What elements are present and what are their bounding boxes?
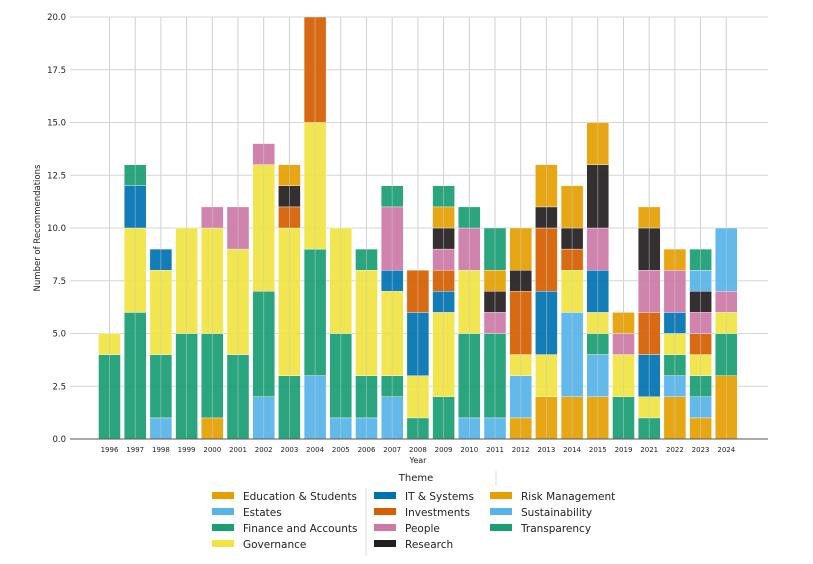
x-tick-label: 2002 — [255, 446, 273, 454]
y-tick-label: 7.5 — [52, 277, 66, 287]
legend-label: Sustainability — [521, 507, 592, 519]
x-tick-label: 2021 — [640, 446, 658, 454]
legend-swatch — [374, 492, 396, 499]
legend-label: Estates — [243, 507, 282, 519]
legend-swatch — [212, 508, 234, 515]
y-tick-label: 5.0 — [52, 330, 66, 340]
legend-swatch — [374, 540, 396, 547]
x-tick-label: 2014 — [563, 446, 581, 454]
x-tick-label: 2001 — [229, 446, 247, 454]
y-tick-label: 20.0 — [47, 13, 66, 23]
x-tick-label: 2008 — [409, 446, 427, 454]
legend-swatch — [490, 492, 512, 499]
x-tick-label: 2004 — [306, 446, 324, 454]
legend-label: Investments — [405, 507, 470, 519]
x-tick-label: 2005 — [332, 446, 350, 454]
x-tick-labels: 1996 1997 1998 1999 2000 2001 2002 2003 2004 2005… — [101, 446, 736, 454]
legend-label: Governance — [243, 539, 306, 551]
y-tick-label: 2.5 — [52, 382, 66, 392]
x-tick-label: 2022 — [666, 446, 684, 454]
x-tick-label: 2024 — [717, 446, 735, 454]
legend-label: Education & Students — [243, 491, 357, 503]
x-tick-label: 2011 — [486, 446, 504, 454]
x-tick-label: 2007 — [383, 446, 401, 454]
x-tick-label: 2003 — [280, 446, 298, 454]
x-tick-label: 1996 — [101, 446, 119, 454]
y-tick-label: 0.0 — [52, 435, 66, 445]
x-tick-label: 2000 — [203, 446, 221, 454]
bars — [98, 16, 738, 440]
x-tick-label: 2012 — [512, 446, 530, 454]
x-tick-label: 2013 — [537, 446, 555, 454]
legend-swatch — [212, 492, 234, 499]
x-axis-label: Year — [409, 456, 428, 465]
y-tick-label: 17.5 — [47, 66, 66, 76]
x-tick-label: 2009 — [435, 446, 453, 454]
legend-swatch — [212, 540, 234, 547]
legend-title: Theme — [398, 473, 434, 484]
x-tick-label: 1998 — [152, 446, 170, 454]
x-tick-label: 1999 — [178, 446, 196, 454]
y-tick-label: 15.0 — [47, 119, 66, 129]
x-tick-label: 2006 — [358, 446, 376, 454]
y-axis-label: Number of Recommendations — [33, 164, 43, 291]
legend-swatch — [212, 524, 234, 531]
x-tick-label: 2015 — [589, 446, 607, 454]
legend-swatch — [490, 508, 512, 515]
legend-label: IT & Systems — [405, 491, 474, 503]
legend-swatch — [374, 524, 396, 531]
legend-label: Finance and Accounts — [243, 523, 357, 535]
y-tick-labels: 0.0 2.5 5.0 7.5 10.0 12.5 15.0 17.5 20.0 — [47, 13, 66, 445]
legend-label: Research — [405, 539, 453, 551]
legend-label: Risk Management — [521, 491, 615, 503]
y-tick-label: 12.5 — [47, 171, 66, 181]
legend: Theme Education & Students Estates Finance… — [212, 471, 615, 556]
x-tick-label: 2023 — [692, 446, 710, 454]
legend-label: Transparency — [520, 523, 591, 535]
legend-label: People — [405, 523, 440, 535]
x-tick-label: 2019 — [615, 446, 633, 454]
legend-swatch — [490, 524, 512, 531]
x-tick-label: 1997 — [126, 446, 144, 454]
y-tick-label: 10.0 — [47, 224, 66, 234]
x-tick-label: 2010 — [460, 446, 478, 454]
legend-swatch — [374, 508, 396, 515]
